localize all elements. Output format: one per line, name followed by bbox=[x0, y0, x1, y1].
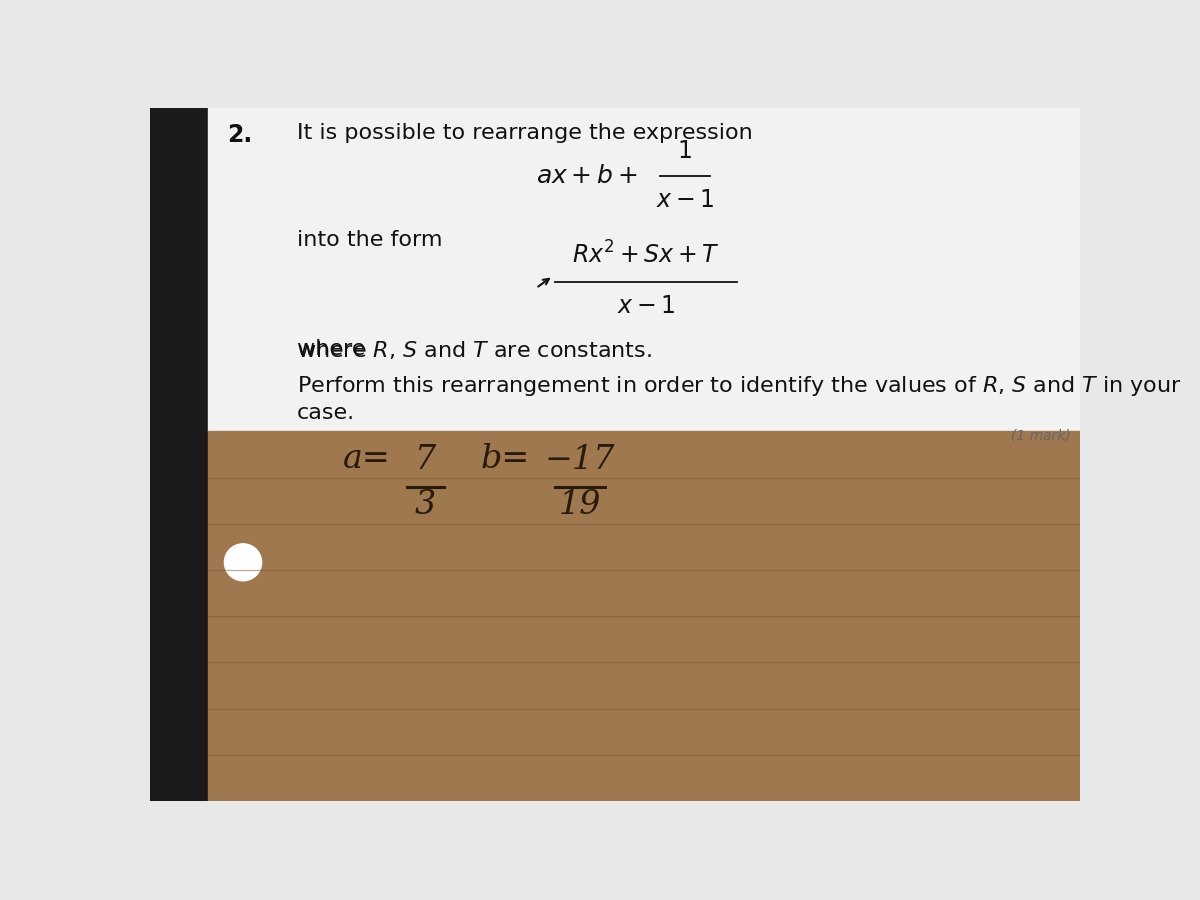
Text: $ax + b +$: $ax + b +$ bbox=[536, 164, 638, 188]
Bar bbox=[208, 108, 1080, 431]
Text: into the form: into the form bbox=[298, 230, 443, 249]
Text: where: where bbox=[298, 339, 373, 359]
Text: where $R$, $S$ and $T$ are constants.: where $R$, $S$ and $T$ are constants. bbox=[298, 339, 652, 361]
Text: $x - 1$: $x - 1$ bbox=[655, 188, 714, 212]
Text: $Rx^2 + Sx + T$: $Rx^2 + Sx + T$ bbox=[572, 241, 720, 268]
Text: a=: a= bbox=[342, 443, 390, 474]
Text: Perform this rearrangement in order to identify the values of $R$, $S$ and $T$ i: Perform this rearrangement in order to i… bbox=[298, 374, 1182, 398]
Text: (1 mark): (1 mark) bbox=[1010, 428, 1070, 442]
Text: 7: 7 bbox=[414, 444, 436, 476]
Bar bbox=[150, 108, 208, 801]
Bar bbox=[208, 431, 1080, 801]
Text: −17: −17 bbox=[545, 444, 616, 476]
Text: $x - 1$: $x - 1$ bbox=[617, 294, 676, 319]
Circle shape bbox=[224, 544, 262, 580]
Text: 19: 19 bbox=[559, 490, 601, 521]
Text: case.: case. bbox=[298, 403, 355, 423]
Text: 3: 3 bbox=[414, 490, 436, 521]
Text: 1: 1 bbox=[677, 140, 692, 164]
Text: b=: b= bbox=[480, 443, 529, 474]
Text: It is possible to rearrange the expression: It is possible to rearrange the expressi… bbox=[298, 123, 754, 143]
Text: 2.: 2. bbox=[228, 123, 253, 148]
